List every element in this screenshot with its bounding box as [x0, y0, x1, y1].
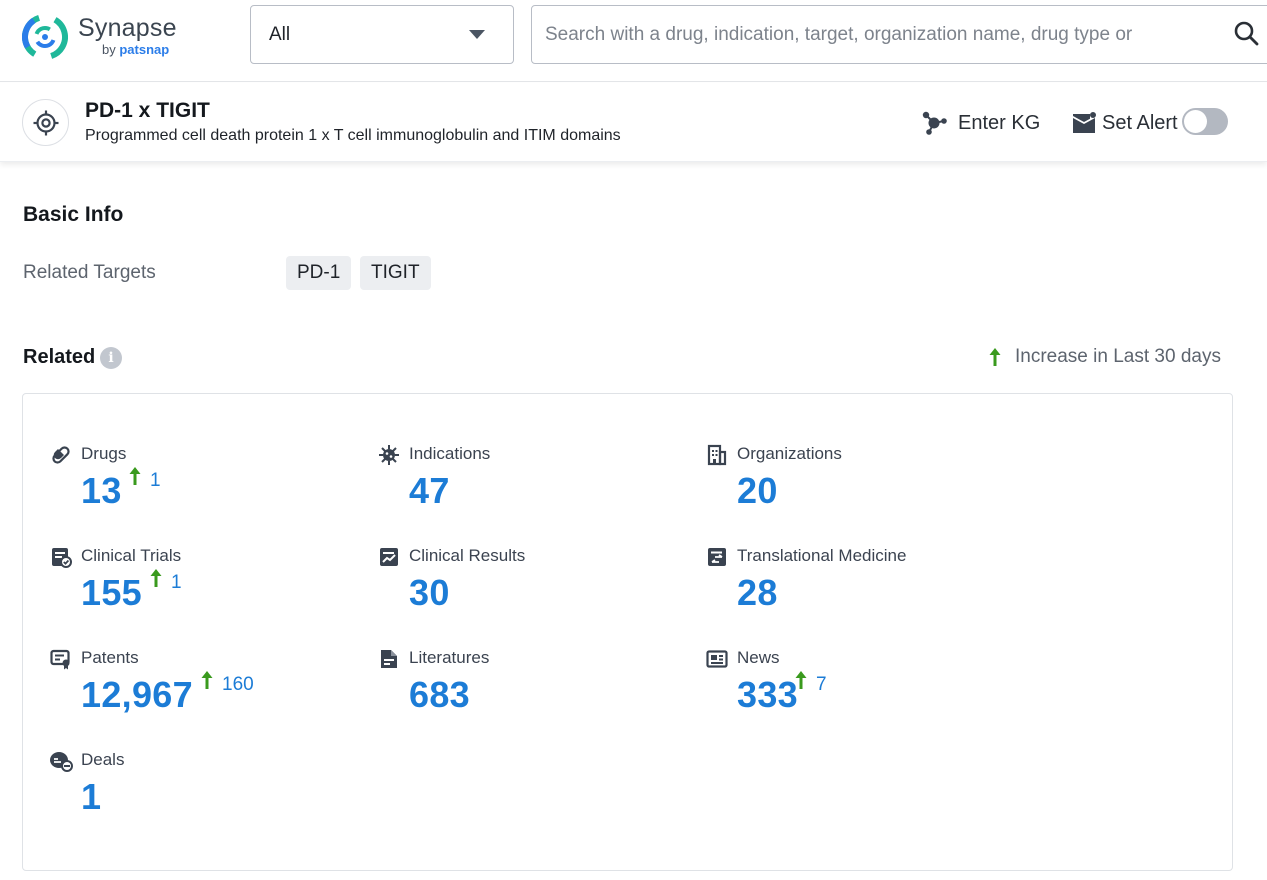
synapse-logo[interactable]: Synapse by patsnap	[22, 12, 182, 62]
stat-label: Indications	[409, 444, 490, 464]
stat-label: Clinical Trials	[81, 546, 181, 566]
stat-literatures[interactable]: Literatures 683	[378, 648, 678, 738]
stat-value: 683	[409, 674, 470, 716]
stat-increase-value: 1	[150, 470, 161, 492]
stat-label: Organizations	[737, 444, 842, 464]
increase-legend-label: Increase in Last 30 days	[1015, 346, 1221, 368]
top-bar: Synapse by patsnap All Search with a dru…	[0, 0, 1267, 82]
info-icon[interactable]: i	[100, 347, 122, 369]
stat-indications[interactable]: Indications 47	[378, 444, 678, 534]
search-placeholder: Search with a drug, indication, target, …	[545, 24, 1132, 46]
entity-title: PD-1 x TIGIT	[85, 99, 210, 123]
target-icon	[33, 110, 59, 136]
stat-value: 1	[81, 776, 101, 818]
stat-label: Patents	[81, 648, 139, 668]
stat-increase: 7	[794, 670, 827, 696]
stat-value: 20	[737, 470, 778, 512]
stat-organizations[interactable]: Organizations 20	[706, 444, 1006, 534]
stat-label: Literatures	[409, 648, 489, 668]
stat-value: 333	[737, 674, 798, 716]
stat-value: 47	[409, 470, 450, 512]
stat-increase: 1	[149, 568, 182, 594]
set-alert-button[interactable]: Set Alert	[1072, 109, 1178, 137]
stat-value: 155	[81, 572, 142, 614]
basic-info-title: Basic Info	[23, 203, 123, 227]
enter-kg-label: Enter KG	[958, 112, 1040, 135]
increase-arrow-icon	[988, 347, 1002, 367]
enter-kg-button[interactable]: Enter KG	[920, 109, 1040, 137]
search-input[interactable]: Search with a drug, indication, target, …	[531, 5, 1267, 64]
stat-label: Deals	[81, 750, 124, 770]
target-tag-pd1[interactable]: PD-1	[286, 256, 351, 290]
related-targets-label: Related Targets	[23, 262, 156, 284]
entity-subtitle: Programmed cell death protein 1 x T cell…	[85, 127, 621, 145]
stat-increase-value: 7	[816, 674, 827, 696]
increase-arrow-icon	[794, 670, 808, 690]
stat-label: Translational Medicine	[737, 546, 906, 566]
brand-by: by	[102, 42, 116, 57]
related-title: Related	[23, 346, 95, 369]
target-badge	[22, 99, 69, 146]
increase-arrow-icon	[149, 568, 163, 588]
alert-mail-icon	[1072, 111, 1096, 135]
stat-drugs[interactable]: Drugs 13 1	[50, 444, 350, 534]
newspaper-icon	[706, 648, 728, 670]
pill-icon	[50, 444, 72, 466]
brand-company: patsnap	[119, 42, 169, 57]
brand-name: Synapse	[78, 14, 177, 43]
set-alert-label: Set Alert	[1102, 112, 1178, 135]
synapse-logo-icon	[22, 14, 68, 60]
search-scope-select[interactable]: All	[250, 5, 514, 64]
virus-icon	[378, 444, 400, 466]
stat-increase: 160	[200, 670, 254, 696]
stat-patents[interactable]: Patents 12,967 160	[50, 648, 350, 738]
stat-value: 12,967	[81, 674, 193, 716]
stat-increase-value: 160	[222, 674, 254, 696]
stat-value: 13	[81, 470, 122, 512]
stat-increase: 1	[128, 466, 161, 492]
set-alert-toggle[interactable]	[1182, 108, 1228, 135]
transfer-doc-icon	[706, 546, 728, 568]
stat-label: Drugs	[81, 444, 126, 464]
chart-doc-icon	[378, 546, 400, 568]
handshake-icon	[48, 750, 74, 772]
stat-clinical-results[interactable]: Clinical Results 30	[378, 546, 678, 636]
related-stats-card: Drugs 13 1 Indications 47 Or	[22, 393, 1233, 871]
increase-arrow-icon	[128, 466, 142, 486]
chevron-down-icon	[469, 30, 485, 39]
target-tag-tigit[interactable]: TIGIT	[360, 256, 431, 290]
certificate-icon	[50, 648, 72, 670]
stat-deals[interactable]: Deals 1	[48, 750, 348, 840]
increase-legend: Increase in Last 30 days	[988, 346, 1221, 368]
toggle-knob	[1184, 110, 1207, 133]
stat-value: 30	[409, 572, 450, 614]
clipboard-icon	[50, 546, 72, 568]
search-icon[interactable]	[1233, 20, 1259, 46]
brand-byline: by patsnap	[102, 42, 169, 57]
stat-clinical-trials[interactable]: Clinical Trials 155 1	[50, 546, 350, 636]
stat-label: Clinical Results	[409, 546, 525, 566]
knowledge-graph-icon	[920, 109, 948, 137]
stat-value: 28	[737, 572, 778, 614]
search-scope-value: All	[269, 24, 290, 46]
stat-label: News	[737, 648, 780, 668]
increase-arrow-icon	[200, 670, 214, 690]
document-icon	[378, 648, 400, 670]
building-icon	[706, 444, 728, 466]
stat-increase-value: 1	[171, 572, 182, 594]
stat-translational-medicine[interactable]: Translational Medicine 28	[706, 546, 1006, 636]
entity-header: PD-1 x TIGIT Programmed cell death prote…	[0, 83, 1267, 162]
stat-news[interactable]: News 333 7	[706, 648, 1006, 738]
